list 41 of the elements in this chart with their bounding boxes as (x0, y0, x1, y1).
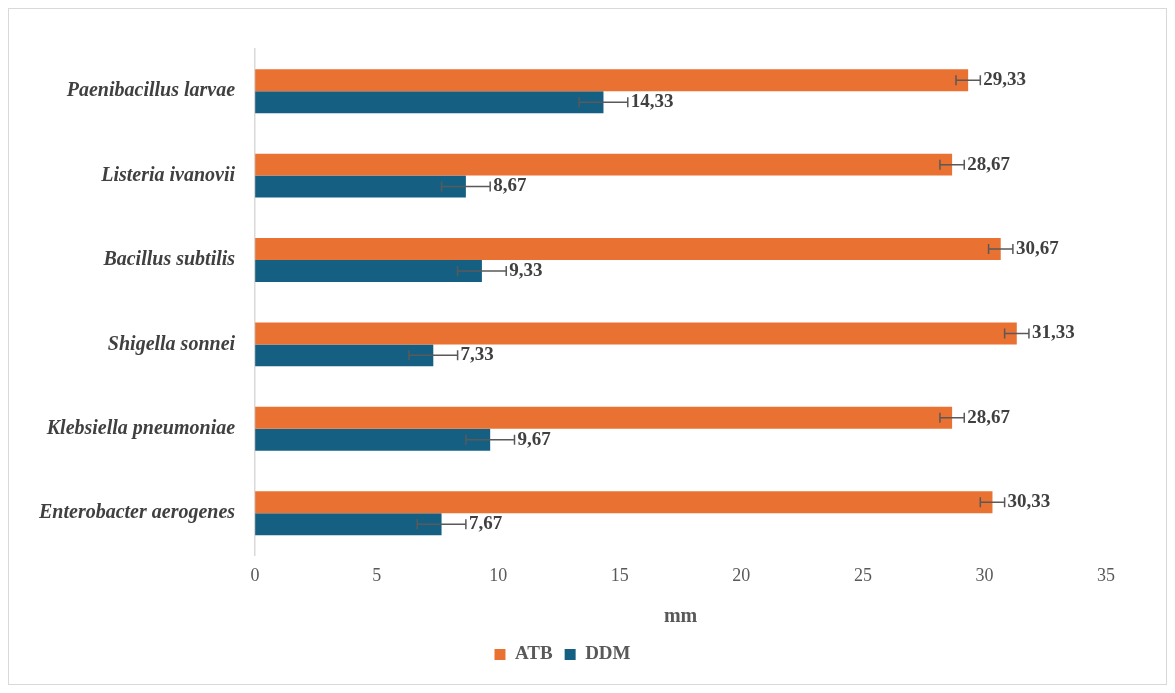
x-axis-title: mm (663, 604, 698, 627)
data-label: 8,67 (493, 174, 527, 196)
x-tick-label: 15 (610, 564, 629, 585)
x-tick-label: 25 (853, 564, 872, 585)
y-tick-label: Bacillus subtilis (102, 247, 236, 270)
y-tick-label: Enterobacter aerogenes (38, 500, 236, 524)
bar (255, 322, 1017, 345)
bar (255, 406, 953, 429)
bar (255, 153, 953, 176)
data-label: 28,67 (967, 152, 1011, 174)
data-label: 30,33 (1007, 490, 1051, 512)
data-label: 29,33 (983, 68, 1027, 90)
bar (255, 428, 491, 451)
bar (255, 513, 442, 536)
bar (255, 175, 466, 198)
y-tick-label: Paenibacillus larvae (65, 78, 236, 101)
legend-label: ATB (514, 642, 553, 664)
bar (255, 91, 604, 114)
y-tick-label: Listeria ivanovii (100, 162, 236, 185)
data-label: 31,33 (1031, 321, 1075, 343)
bar (255, 238, 1001, 260)
x-tick-label: 20 (732, 564, 751, 585)
x-tick-label: 10 (489, 564, 508, 585)
legend-label: DDM (585, 642, 631, 664)
y-tick-label: Shigella sonnei (107, 331, 236, 355)
bar (255, 491, 993, 514)
data-label: 9,33 (509, 258, 543, 280)
x-tick-label: 0 (250, 564, 260, 585)
data-label: 30,67 (1015, 236, 1060, 258)
data-label: 7,67 (468, 512, 503, 534)
data-label: 14,33 (630, 90, 674, 112)
x-tick-label: 5 (372, 564, 382, 585)
bar (255, 344, 434, 367)
bar (255, 260, 482, 282)
x-tick-label: 35 (1097, 564, 1115, 585)
data-label: 9,67 (517, 427, 552, 449)
x-tick-label: 30 (975, 564, 994, 585)
y-tick-label: Klebsiella pneumoniae (45, 415, 236, 439)
data-label: 7,33 (460, 343, 494, 365)
data-label: 28,67 (967, 405, 1011, 427)
bar (255, 69, 969, 92)
